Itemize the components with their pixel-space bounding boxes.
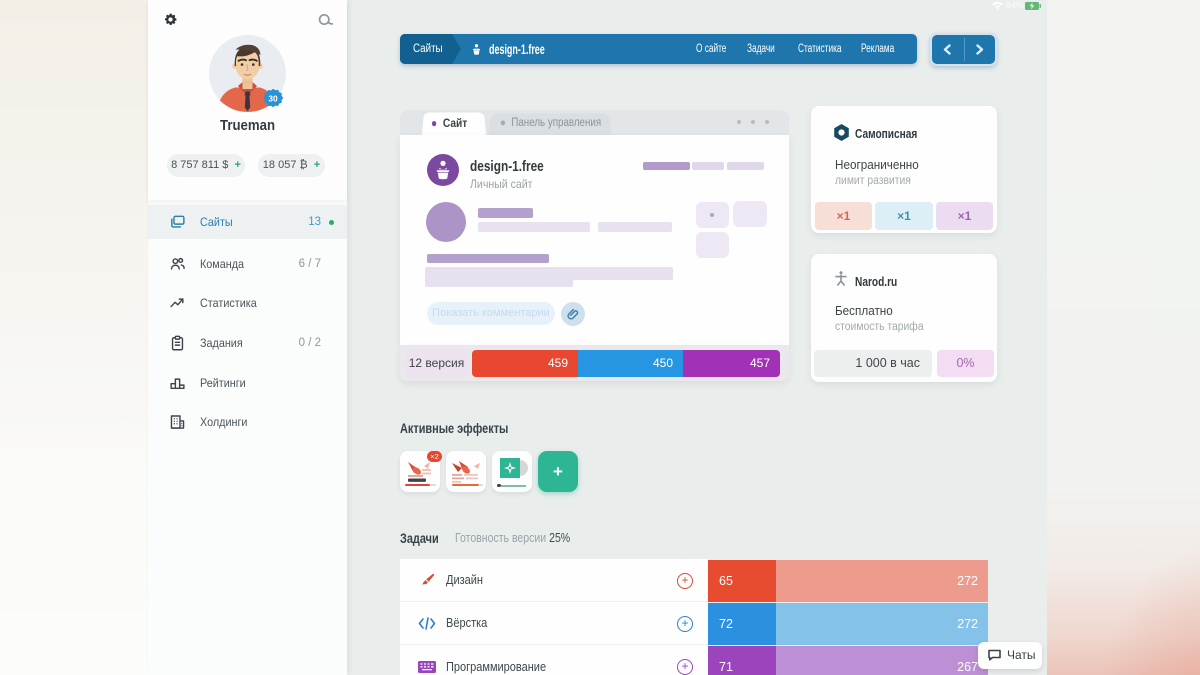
svg-text:30: 30 [268, 94, 278, 104]
